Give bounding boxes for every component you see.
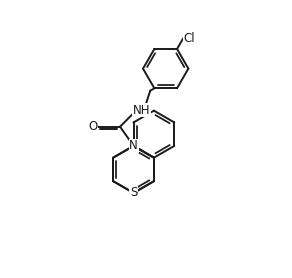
Text: Cl: Cl <box>184 32 195 45</box>
Text: N: N <box>129 139 138 152</box>
Text: O: O <box>88 120 98 133</box>
Text: S: S <box>130 187 137 199</box>
Text: NH: NH <box>133 103 150 116</box>
